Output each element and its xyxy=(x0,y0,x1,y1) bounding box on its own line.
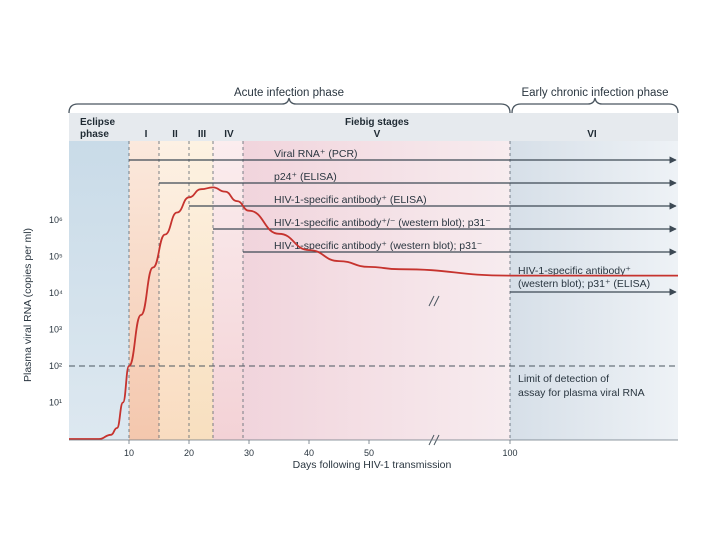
y-tick-label: 10¹ xyxy=(49,398,62,408)
acute-phase-bracket xyxy=(68,97,511,114)
assay-label-6a: HIV-1-specific antibody⁺ xyxy=(518,265,631,277)
assay-label-5: HIV-1-specific antibody⁺ (western blot);… xyxy=(274,240,482,252)
stage-header-band xyxy=(69,113,678,141)
stage-II-band xyxy=(159,141,189,440)
stage-V-label: V xyxy=(374,129,381,140)
y-tick-label: 10⁴ xyxy=(49,288,63,298)
stage-I-band xyxy=(129,141,159,440)
assay-label-6b: (western blot); p31⁺ (ELISA) xyxy=(518,278,650,290)
stage-bands xyxy=(69,141,678,440)
stage-VI-band xyxy=(510,141,678,440)
early-chronic-bracket xyxy=(511,97,679,114)
curve-break-left xyxy=(428,295,435,307)
eclipse-band xyxy=(69,141,129,440)
curve-break-right xyxy=(433,295,440,307)
stage-VI-label: VI xyxy=(587,129,597,140)
eclipse-label-line2: phase xyxy=(80,129,109,140)
assay-label-1: Viral RNA⁺ (PCR) xyxy=(274,148,358,160)
stage-IV-band xyxy=(213,141,243,440)
assay-label-2: p24⁺ (ELISA) xyxy=(274,171,337,183)
stage-V-band xyxy=(243,141,510,440)
stage-IV-label: IV xyxy=(224,129,234,140)
x-tick-label: 20 xyxy=(184,448,194,458)
eclipse-label-line1: Eclipse xyxy=(80,117,115,128)
assay-label-4: HIV-1-specific antibody⁺/⁻ (western blot… xyxy=(274,217,491,229)
early-chronic-phase-title: Early chronic infection phase xyxy=(521,87,668,99)
viral-load-curve xyxy=(69,186,678,440)
x-tick-label: 10 xyxy=(124,448,134,458)
x-ticks: 10 20 30 40 50 100 xyxy=(124,440,518,458)
y-tick-label: 10⁵ xyxy=(49,252,63,262)
assay-arrows xyxy=(129,156,677,296)
x-tick-label: 40 xyxy=(304,448,314,458)
y-ticks: 10¹ 10² 10³ 10⁴ 10⁵ 10⁶ xyxy=(49,215,63,408)
x-tick-label: 30 xyxy=(244,448,254,458)
x-tick-label: 100 xyxy=(502,448,517,458)
stage-II-label: II xyxy=(172,129,178,140)
assay-label-3: HIV-1-specific antibody⁺ (ELISA) xyxy=(274,194,427,206)
x-axis-label: Days following HIV-1 transmission xyxy=(293,459,452,471)
y-tick-label: 10³ xyxy=(49,325,62,335)
limit-annotation-line1: Limit of detection of xyxy=(518,373,609,385)
fiebig-stages-title: Fiebig stages xyxy=(345,117,409,128)
stage-III-label: III xyxy=(198,129,207,140)
stage-boundaries xyxy=(128,141,511,440)
y-tick-label: 10⁶ xyxy=(49,215,63,225)
y-axis-label: Plasma viral RNA (copies per ml) xyxy=(22,228,34,382)
limit-annotation-line2: assay for plasma viral RNA xyxy=(518,387,645,399)
y-tick-label: 10² xyxy=(49,361,62,371)
stage-I-label: I xyxy=(145,129,148,140)
x-tick-label: 50 xyxy=(364,448,374,458)
stage-III-band xyxy=(189,141,213,440)
acute-phase-title: Acute infection phase xyxy=(234,87,344,99)
phase-brackets xyxy=(68,97,679,114)
